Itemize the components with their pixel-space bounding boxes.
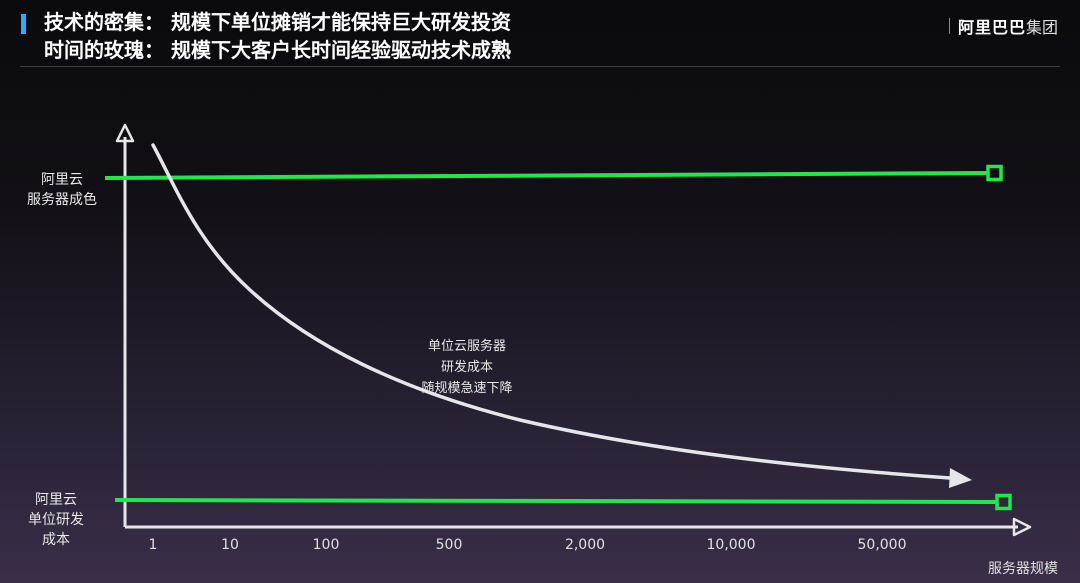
label-server-quality-line-2: 服务器成色 bbox=[27, 192, 97, 208]
label-unit-rd-cost: 阿里云 单位研发 成本 bbox=[8, 490, 104, 550]
server-quality-line bbox=[104, 171, 989, 180]
title-accent-bar bbox=[21, 14, 26, 34]
unit-rd-cost-line bbox=[114, 498, 998, 504]
x-tick-label: 100 bbox=[313, 537, 340, 553]
x-tick-labels: 1 10 100 500 2,000 10,000 50,000 bbox=[149, 537, 907, 553]
annotation-line-2: 研发成本 bbox=[441, 359, 493, 375]
logo-text: 阿里巴巴 bbox=[957, 18, 1026, 37]
unit-rd-cost-end-marker bbox=[995, 493, 1012, 511]
x-tick-label: 500 bbox=[436, 537, 463, 553]
unit-cost-curve bbox=[151, 143, 952, 480]
y-axis-arrow bbox=[115, 123, 135, 143]
chart-series bbox=[104, 143, 1012, 511]
title-block: 技术的密集： 规模下单位摊销才能保持巨大研发投资 时间的玫瑰： 规模下大客户长时… bbox=[44, 8, 511, 64]
label-server-quality-line-1: 阿里云 bbox=[41, 172, 83, 188]
x-tick-label: 10 bbox=[221, 537, 239, 553]
label-unit-rd-cost-line-3: 成本 bbox=[42, 532, 70, 548]
annotation-line-1: 单位云服务器 bbox=[428, 338, 506, 354]
label-unit-rd-cost-line-2: 单位研发 bbox=[28, 512, 84, 528]
label-server-quality: 阿里云 服务器成色 bbox=[14, 170, 110, 210]
chart-axes bbox=[115, 123, 1032, 537]
label-unit-rd-cost-line-1: 阿里云 bbox=[35, 492, 77, 508]
annotation-line-3: 随规模急速下降 bbox=[421, 381, 512, 396]
x-tick-label: 50,000 bbox=[858, 537, 907, 553]
title-divider bbox=[20, 66, 1060, 67]
logo-separator bbox=[948, 18, 950, 34]
alibaba-logo: 阿里巴巴 集团 bbox=[948, 14, 1058, 38]
title-line-2: 时间的玫瑰： 规模下大客户长时间经验驱动技术成熟 bbox=[44, 38, 511, 62]
server-quality-end-marker bbox=[986, 164, 1003, 182]
x-tick-label: 10,000 bbox=[707, 537, 756, 553]
x-axis-arrow bbox=[1012, 517, 1032, 537]
x-axis-label: 服务器规模 bbox=[988, 561, 1058, 577]
logo-subtext: 集团 bbox=[1025, 18, 1058, 37]
title-line-1: 技术的密集： 规模下单位摊销才能保持巨大研发投资 bbox=[44, 10, 511, 34]
x-tick-label: 2,000 bbox=[565, 537, 605, 553]
x-tick-label: 1 bbox=[149, 537, 158, 553]
unit-cost-curve-arrow bbox=[949, 468, 972, 488]
